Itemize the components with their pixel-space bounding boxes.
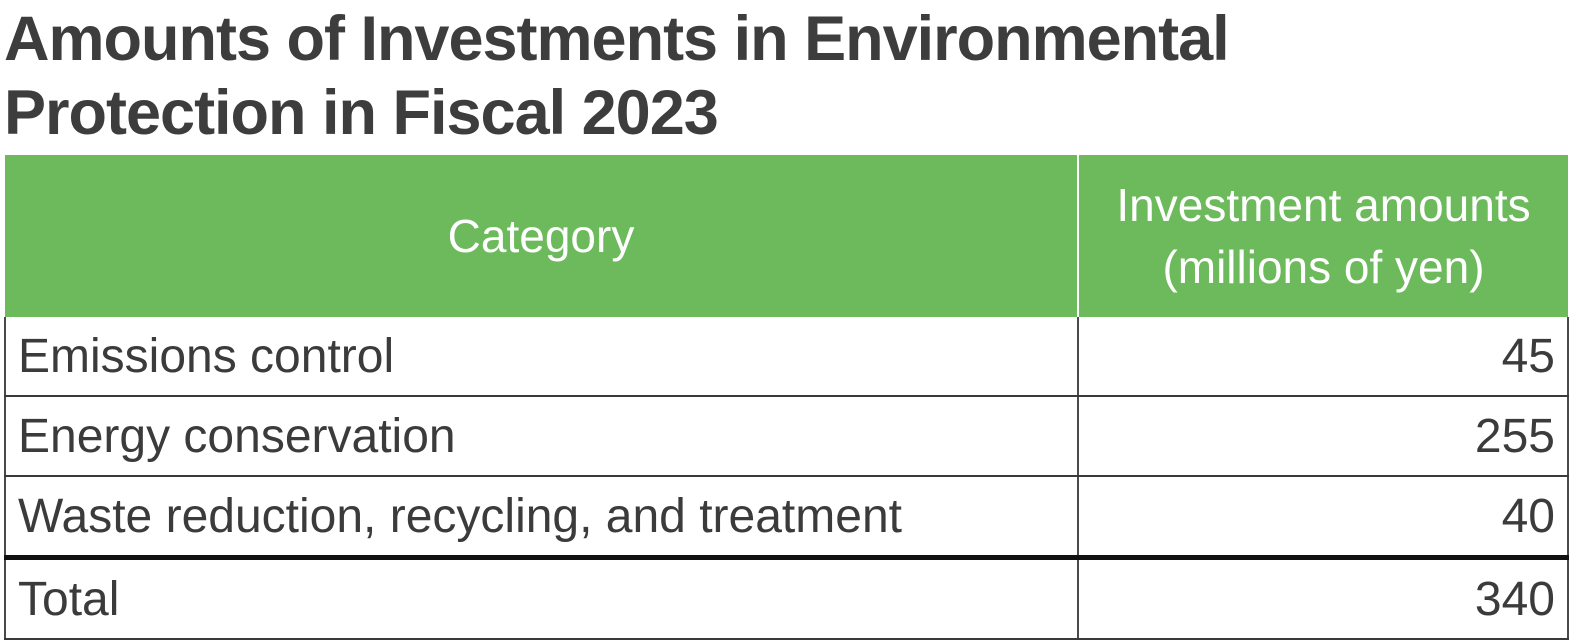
category-cell: Energy conservation: [4, 396, 1079, 477]
title-line-2: Protection in Fiscal 2023: [4, 78, 719, 148]
table-row: Waste reduction, recycling, and treatmen…: [4, 476, 1569, 560]
amount-cell: 255: [1077, 396, 1569, 477]
total-label: Total: [4, 557, 1079, 640]
title-line-1: Amounts of Investments in Environmental: [4, 4, 1230, 74]
total-row: Total 340: [4, 557, 1569, 640]
amount-header-line-2: (millions of yen): [1162, 241, 1485, 293]
table-header-row: Category Investment amounts (millions of…: [5, 155, 1568, 317]
category-cell: Waste reduction, recycling, and treatmen…: [4, 476, 1079, 560]
amount-cell: 40: [1077, 476, 1569, 560]
total-amount: 340: [1077, 557, 1569, 640]
amount-column-header: Investment amounts (millions of yen): [1078, 155, 1568, 317]
page-title: Amounts of Investments in Environmental …: [4, 2, 1404, 150]
amount-cell: 45: [1077, 317, 1569, 397]
table-row: Energy conservation 255: [4, 396, 1569, 477]
table-row: Emissions control 45: [4, 317, 1569, 397]
category-cell: Emissions control: [4, 317, 1079, 397]
amount-header-line-1: Investment amounts: [1116, 179, 1531, 231]
category-column-header: Category: [5, 155, 1079, 317]
investment-table: Category Investment amounts (millions of…: [4, 155, 1569, 640]
